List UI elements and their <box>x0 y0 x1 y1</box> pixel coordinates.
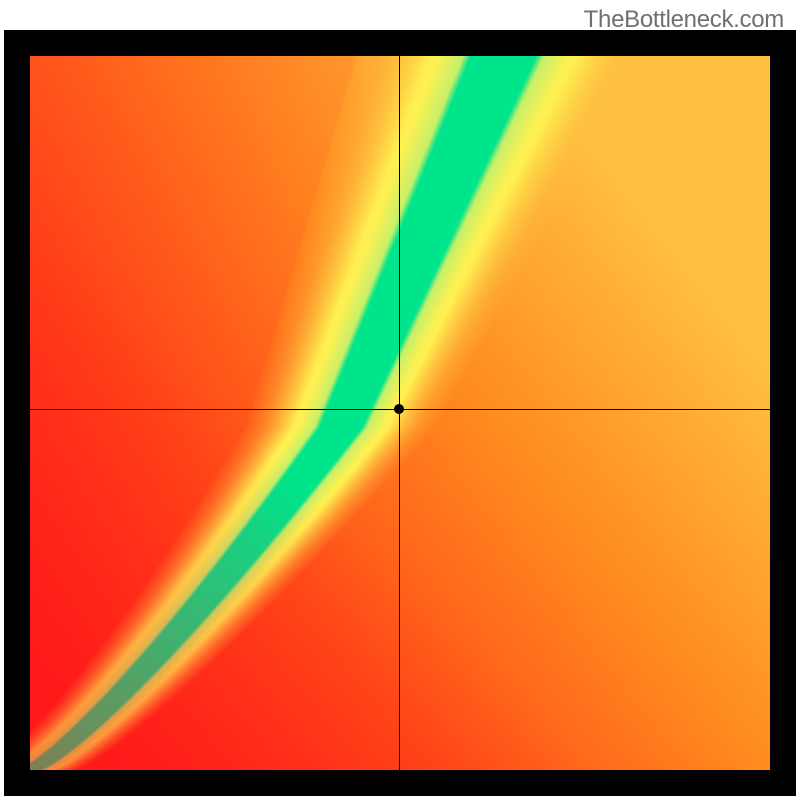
watermark-text: TheBottleneck.com <box>584 6 784 34</box>
chart-frame <box>4 30 796 796</box>
marker-dot <box>394 404 404 414</box>
